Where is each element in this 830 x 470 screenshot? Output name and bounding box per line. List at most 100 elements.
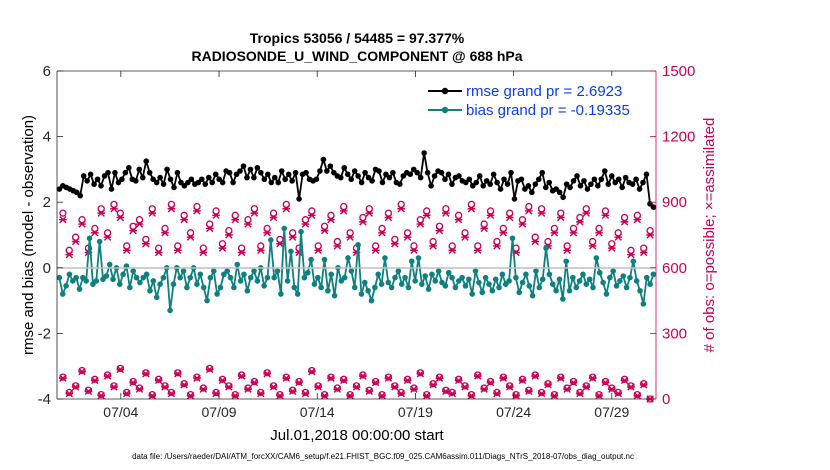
obs-assimilated-marker: [365, 387, 374, 396]
x-tick-label: 07/14: [300, 404, 335, 420]
obs-possible-marker: [327, 211, 335, 219]
obs-possible-marker: [314, 242, 322, 250]
obs-assimilated-marker: [627, 250, 635, 259]
rmse-point: [615, 176, 622, 183]
obs-assimilated-marker: [537, 389, 546, 398]
rmse-point: [602, 168, 608, 174]
obs-assimilated-marker: [473, 246, 482, 255]
obs-assimilated-marker: [486, 378, 495, 387]
obs-assimilated-marker: [582, 209, 591, 217]
obs-possible-marker: [314, 382, 322, 390]
obs-assimilated-marker: [250, 378, 259, 387]
obs-assimilated-marker: [180, 215, 188, 224]
obs-possible-marker: [442, 205, 450, 213]
bias-point: [647, 281, 653, 288]
bias-point: [469, 291, 475, 297]
bias-point: [489, 287, 496, 294]
bias-point: [73, 274, 79, 281]
rmse-point: [296, 196, 302, 202]
obs-possible-marker: [116, 364, 124, 373]
bias-point: [274, 268, 281, 274]
rmse-point: [570, 178, 577, 184]
obs-assimilated-marker: [346, 233, 354, 241]
obs-possible-marker: [186, 390, 195, 399]
obs-possible-marker: [72, 382, 80, 390]
x-tick-label: 07/29: [594, 404, 629, 420]
obs-assimilated-marker: [422, 211, 431, 220]
bias-point: [214, 291, 220, 297]
obs-assimilated-marker: [493, 389, 501, 398]
obs-possible-marker: [454, 211, 463, 219]
obs-possible-marker: [289, 386, 297, 394]
obs-possible-marker: [282, 200, 290, 209]
obs-possible-marker: [237, 371, 246, 379]
obs-possible-marker: [633, 211, 641, 219]
rmse-point: [171, 184, 177, 191]
rmse-point: [251, 174, 257, 181]
bias-point: [204, 297, 210, 304]
rmse-point: [560, 194, 566, 201]
obs-assimilated-marker: [110, 383, 118, 391]
obs-possible-marker: [167, 388, 176, 397]
y-tick-label-right: 600: [662, 260, 687, 277]
rmse-point: [271, 174, 278, 181]
obs-assimilated-marker: [639, 248, 648, 257]
rmse-point: [584, 186, 591, 192]
obs-possible-marker: [301, 216, 310, 224]
obs-assimilated-marker: [467, 205, 476, 213]
obs-possible-marker: [65, 246, 73, 254]
obs-assimilated-marker: [435, 226, 444, 235]
bias-point: [133, 274, 140, 281]
rmse-point: [132, 178, 139, 184]
obs-assimilated-marker: [429, 242, 437, 250]
bias-point: [415, 255, 422, 261]
obs-possible-marker: [480, 220, 488, 228]
rmse-point: [480, 183, 487, 189]
obs-assimilated-marker: [256, 246, 265, 255]
obs-possible-marker: [595, 224, 603, 233]
bias-point: [583, 281, 590, 288]
obs-possible-marker: [218, 375, 227, 383]
obs-possible-marker: [384, 373, 393, 381]
rmse-point: [421, 150, 427, 156]
obs-possible-marker: [640, 244, 648, 252]
obs-assimilated-marker: [505, 213, 514, 222]
rmse-point: [278, 168, 285, 174]
bias-point: [318, 284, 324, 291]
rmse-point: [167, 176, 174, 183]
obs-possible-marker: [180, 211, 188, 219]
obs-possible-marker: [416, 369, 424, 377]
obs-assimilated-marker: [454, 376, 463, 385]
y-tick-label-left: 2: [43, 194, 51, 211]
obs-possible-marker: [346, 390, 354, 399]
rmse-point: [595, 183, 601, 189]
rmse-point: [473, 179, 480, 186]
obs-assimilated-marker: [154, 248, 163, 257]
bias-point: [153, 294, 160, 301]
rmse-point: [355, 173, 361, 179]
obs-assimilated-marker: [269, 383, 278, 391]
bias-point: [187, 274, 194, 281]
obs-assimilated-marker: [327, 374, 335, 382]
obs-possible-marker: [206, 364, 214, 373]
rmse-point: [198, 176, 205, 183]
obs-possible-marker: [206, 220, 214, 228]
obs-possible-marker: [576, 388, 584, 397]
bias-point: [563, 258, 569, 265]
bias-point: [435, 268, 442, 274]
bias-point: [217, 284, 224, 291]
obs-assimilated-marker: [486, 211, 495, 220]
bias-point: [271, 274, 277, 281]
rmse-point: [501, 176, 507, 183]
obs-possible-marker: [359, 371, 367, 379]
obs-assimilated-marker: [97, 209, 105, 217]
bias-point: [516, 289, 522, 296]
x-tick-label: 07/19: [398, 404, 433, 420]
rmse-point: [511, 196, 518, 202]
obs-assimilated-marker: [218, 244, 227, 252]
bias-point: [506, 278, 512, 284]
obs-possible-marker: [557, 373, 565, 381]
bias-point: [459, 274, 465, 281]
bias-point: [492, 276, 499, 283]
legend-rmse-marker: [441, 87, 449, 95]
